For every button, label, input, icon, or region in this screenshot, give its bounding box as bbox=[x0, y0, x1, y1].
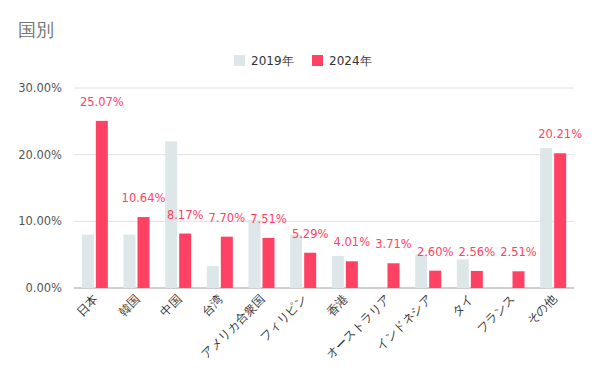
x-tick-label: フィリピン bbox=[257, 292, 309, 344]
y-tick-label: 20.00% bbox=[18, 148, 62, 162]
x-tick-label: タイ bbox=[449, 292, 476, 319]
data-label: 5.29% bbox=[292, 227, 329, 241]
bars bbox=[82, 121, 566, 288]
bar bbox=[332, 256, 344, 288]
bar bbox=[207, 266, 219, 288]
bar bbox=[540, 148, 552, 288]
data-label: 7.70% bbox=[209, 211, 246, 225]
data-label: 2.56% bbox=[459, 245, 496, 259]
x-tick-label: フランス bbox=[474, 292, 518, 336]
data-label: 3.71% bbox=[375, 237, 412, 251]
chart: 国別 0.00% 10.00% 20.00% 30.00% 25.07% 10.64%8.1… bbox=[0, 0, 600, 371]
data-label: 25.07% bbox=[80, 95, 124, 109]
legend-swatch bbox=[234, 55, 245, 66]
y-tick-label: 30.00% bbox=[18, 81, 62, 95]
bar bbox=[429, 271, 441, 288]
bar bbox=[554, 153, 566, 288]
x-tick-label: 中国 bbox=[157, 292, 184, 319]
data-label: 4.01% bbox=[334, 235, 371, 249]
bar bbox=[82, 235, 94, 288]
grid-line bbox=[74, 154, 574, 155]
x-tick-label: 台湾 bbox=[199, 292, 226, 319]
data-label: 7.51% bbox=[250, 212, 287, 226]
x-tick-label: インドネシア bbox=[373, 292, 434, 353]
bar bbox=[124, 235, 136, 288]
bar bbox=[249, 220, 261, 288]
bar bbox=[471, 271, 483, 288]
title: 国別 bbox=[18, 19, 54, 40]
bar bbox=[263, 238, 275, 288]
bar bbox=[290, 235, 302, 288]
data-label: 8.17% bbox=[167, 208, 204, 222]
x-tick-label: 香港 bbox=[324, 292, 351, 319]
x-tick-label: 韓国 bbox=[116, 292, 143, 319]
bar bbox=[388, 263, 400, 288]
bar bbox=[221, 237, 233, 288]
legend-swatch bbox=[312, 55, 323, 66]
data-label: 2.60% bbox=[417, 245, 454, 259]
bar bbox=[457, 259, 469, 288]
bar bbox=[415, 255, 427, 288]
x-tick-label: その他 bbox=[524, 292, 559, 327]
y-tick-label: 0.00% bbox=[25, 281, 62, 295]
data-labels: 25.07% 10.64%8.17% 7.70% 7.51% 5.29% 4.01% 3.7… bbox=[80, 95, 582, 259]
grid-line bbox=[74, 88, 574, 89]
bar bbox=[346, 261, 358, 288]
bar bbox=[96, 121, 108, 288]
legend-label: 2024年 bbox=[329, 54, 372, 68]
legend-label: 2019年 bbox=[251, 54, 294, 68]
bar bbox=[138, 217, 150, 288]
x-tick-label: アメリカ合衆国 bbox=[198, 292, 267, 361]
data-label: 20.21% bbox=[538, 127, 582, 141]
bar bbox=[304, 253, 316, 288]
bar bbox=[513, 271, 525, 288]
x-tick-label: 日本 bbox=[74, 292, 101, 319]
legend: 2019年 2024年 bbox=[234, 54, 372, 68]
bar bbox=[179, 234, 191, 288]
y-tick-label: 10.00% bbox=[18, 214, 62, 228]
data-label: 2.51% bbox=[500, 245, 537, 259]
data-label: 10.64% bbox=[122, 191, 166, 205]
